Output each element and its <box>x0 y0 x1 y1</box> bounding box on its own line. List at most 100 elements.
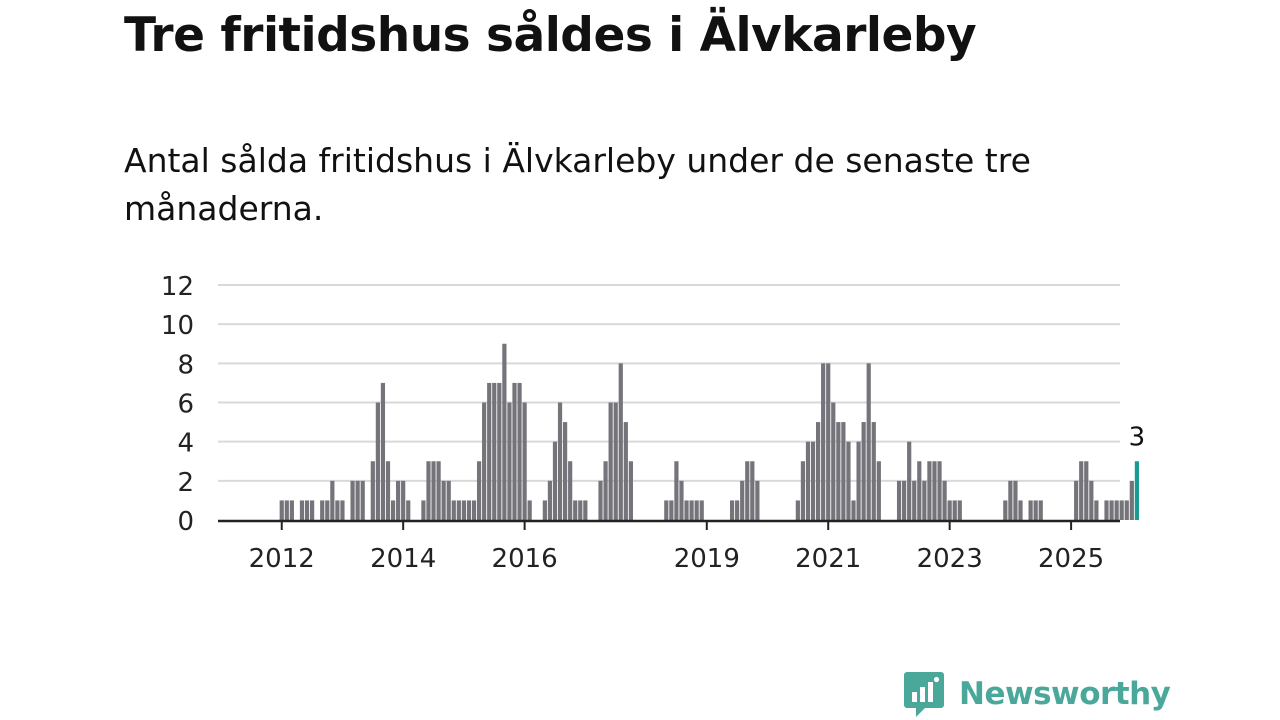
bar <box>304 500 310 520</box>
bar <box>299 500 305 520</box>
bar <box>547 480 553 520</box>
bar <box>390 500 396 520</box>
bar <box>1094 500 1099 520</box>
bar <box>947 500 952 520</box>
bar <box>613 402 618 520</box>
bar <box>1003 500 1008 520</box>
bar <box>1079 461 1084 520</box>
bar <box>568 461 573 520</box>
bar <box>557 402 563 520</box>
bar <box>1124 500 1129 520</box>
bar <box>694 500 699 520</box>
bar <box>689 500 694 520</box>
x-tick-label: 2014 <box>370 544 436 574</box>
bar <box>284 500 289 520</box>
bar <box>330 480 335 520</box>
y-axis-ticks: 0 2 4 6 8 10 12 <box>161 272 194 537</box>
x-tick-label: 2025 <box>1038 544 1104 574</box>
y-tick-label: 12 <box>161 272 194 302</box>
bar <box>563 422 568 520</box>
bar <box>851 500 856 520</box>
bar <box>573 500 578 520</box>
bar <box>856 441 861 520</box>
data-labels: 3 <box>1129 422 1146 452</box>
bar <box>522 402 527 520</box>
bar <box>1008 480 1013 520</box>
bar <box>1038 500 1043 520</box>
bar <box>896 480 902 520</box>
bar <box>350 480 355 520</box>
bar <box>335 500 340 520</box>
bar <box>684 500 689 520</box>
bar <box>932 461 937 520</box>
newsworthy-logo-icon <box>904 672 944 717</box>
bar <box>426 461 431 520</box>
bar <box>1114 500 1119 520</box>
bar <box>1089 480 1094 520</box>
bar <box>917 461 922 520</box>
bar <box>816 422 821 520</box>
newsworthy-logo: Newsworthy <box>903 670 1171 718</box>
bar <box>583 500 588 520</box>
bar <box>355 480 360 520</box>
bar <box>502 343 507 520</box>
bar <box>1018 500 1023 520</box>
bar <box>507 402 512 520</box>
bar <box>952 500 957 520</box>
bar <box>401 480 406 520</box>
bar <box>456 500 461 520</box>
bar <box>396 480 401 520</box>
bar <box>476 461 482 520</box>
bar <box>795 500 800 520</box>
bar <box>957 500 962 520</box>
bar <box>735 500 740 520</box>
bar <box>1028 500 1033 520</box>
bar <box>902 480 907 520</box>
bar-latest <box>1134 461 1139 520</box>
bar <box>628 461 633 520</box>
bar <box>912 480 917 520</box>
bar <box>618 363 623 520</box>
bar <box>325 500 330 520</box>
bar <box>466 500 472 520</box>
bar <box>729 500 735 520</box>
bar <box>542 500 547 520</box>
bar <box>441 480 446 520</box>
y-tick-label: 2 <box>177 468 194 498</box>
bar <box>1033 500 1038 520</box>
bar <box>608 402 613 520</box>
bar <box>669 500 674 520</box>
bar <box>492 382 497 520</box>
bar <box>360 480 365 520</box>
bar <box>699 500 704 520</box>
bar <box>320 500 325 520</box>
bar <box>1129 480 1134 520</box>
bar <box>406 500 411 520</box>
bar <box>1084 461 1089 520</box>
bar <box>517 382 522 520</box>
y-tick-label: 0 <box>177 507 194 537</box>
bar <box>664 500 669 520</box>
bar <box>836 422 841 520</box>
y-tick-label: 6 <box>177 390 194 420</box>
bar <box>740 480 745 520</box>
bar <box>679 480 684 520</box>
bars <box>279 343 1139 520</box>
bar <box>289 500 294 520</box>
brand-name: Newsworthy <box>959 676 1171 712</box>
bar <box>487 382 492 520</box>
y-tick-label: 10 <box>161 311 194 341</box>
bar <box>340 500 345 520</box>
bar <box>436 461 441 520</box>
bar <box>750 461 755 520</box>
bar <box>745 461 750 520</box>
bar <box>598 480 603 520</box>
bar <box>461 500 466 520</box>
bar <box>1119 500 1124 520</box>
bar <box>861 422 866 520</box>
bar <box>623 422 628 520</box>
data-label-latest: 3 <box>1129 422 1146 452</box>
bar <box>578 500 583 520</box>
bar <box>1013 480 1018 520</box>
bar <box>385 461 391 520</box>
